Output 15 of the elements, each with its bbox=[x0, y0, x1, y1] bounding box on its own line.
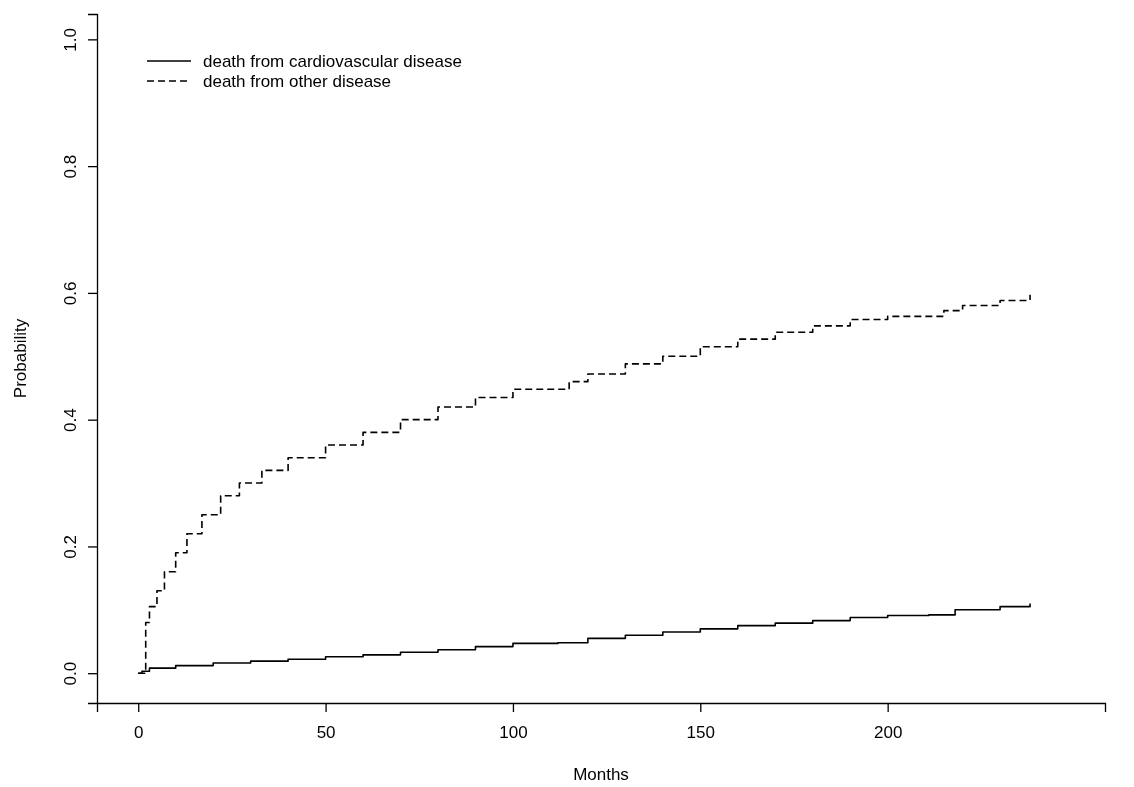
y-tick-label: 0.2 bbox=[60, 535, 80, 559]
legend-label: death from cardiovascular disease bbox=[203, 51, 462, 71]
x-axis-title: Months bbox=[573, 765, 629, 784]
x-tick-label: 150 bbox=[686, 723, 715, 743]
y-tick-label: 0.4 bbox=[60, 408, 80, 432]
x-tick-label: 0 bbox=[133, 723, 144, 743]
y-tick-label: 0.0 bbox=[60, 661, 80, 686]
x-tick-label: 100 bbox=[499, 723, 528, 743]
legend-label: death from other disease bbox=[203, 71, 392, 91]
y-tick-label: 1.0 bbox=[60, 28, 80, 52]
x-tick-label: 50 bbox=[316, 723, 336, 743]
y-tick-label: 0.8 bbox=[60, 154, 80, 179]
x-tick-label: 200 bbox=[873, 723, 903, 743]
y-axis-title: Probability bbox=[11, 318, 30, 399]
y-tick-label: 0.6 bbox=[60, 281, 80, 306]
